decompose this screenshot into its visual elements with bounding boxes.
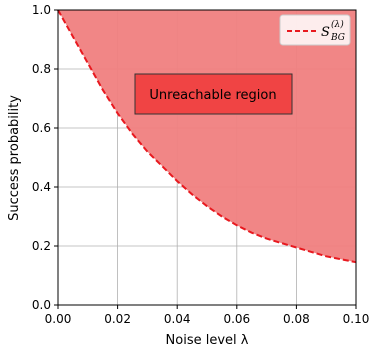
y-tick-label-1: 0.2 (32, 239, 51, 253)
x-tick-label-4: 0.08 (283, 312, 310, 326)
legend-entry-sub: BG (330, 33, 345, 43)
y-tick-label-2: 0.4 (32, 180, 51, 194)
x-axis-ticks: 0.00 0.02 0.04 0.06 0.08 0.10 (45, 305, 370, 326)
y-tick-label-5: 1.0 (32, 3, 51, 17)
y-tick-label-3: 0.6 (32, 121, 51, 135)
legend-entry-base: S (321, 25, 330, 40)
y-tick-label-4: 0.8 (32, 62, 51, 76)
plot-frame (57, 9, 357, 306)
x-axis-label: Noise level λ (166, 333, 249, 348)
y-tick-label-0: 0.0 (32, 298, 51, 312)
legend: S (λ) BG (279, 14, 351, 46)
x-tick-label-5: 0.10 (343, 312, 370, 326)
x-tick-label-2: 0.04 (164, 312, 191, 326)
unreachable-region-fill (58, 10, 356, 263)
x-tick-label-3: 0.06 (223, 312, 250, 326)
annotation-box (134, 73, 293, 115)
x-tick-label-0: 0.00 (45, 312, 72, 326)
x-tick-label-1: 0.02 (104, 312, 131, 326)
legend-entry-sup: (λ) (331, 19, 344, 30)
legend-entry-name: S (321, 25, 330, 40)
series-line-s-bg (57, 9, 357, 264)
annotation-label: Unreachable region (149, 88, 276, 103)
y-axis-label: Success probability (7, 95, 22, 221)
y-axis-ticks: 0.0 0.2 0.4 0.6 0.8 1.0 (32, 3, 58, 312)
unreachable-region-annotation: Unreachable region (134, 73, 293, 115)
